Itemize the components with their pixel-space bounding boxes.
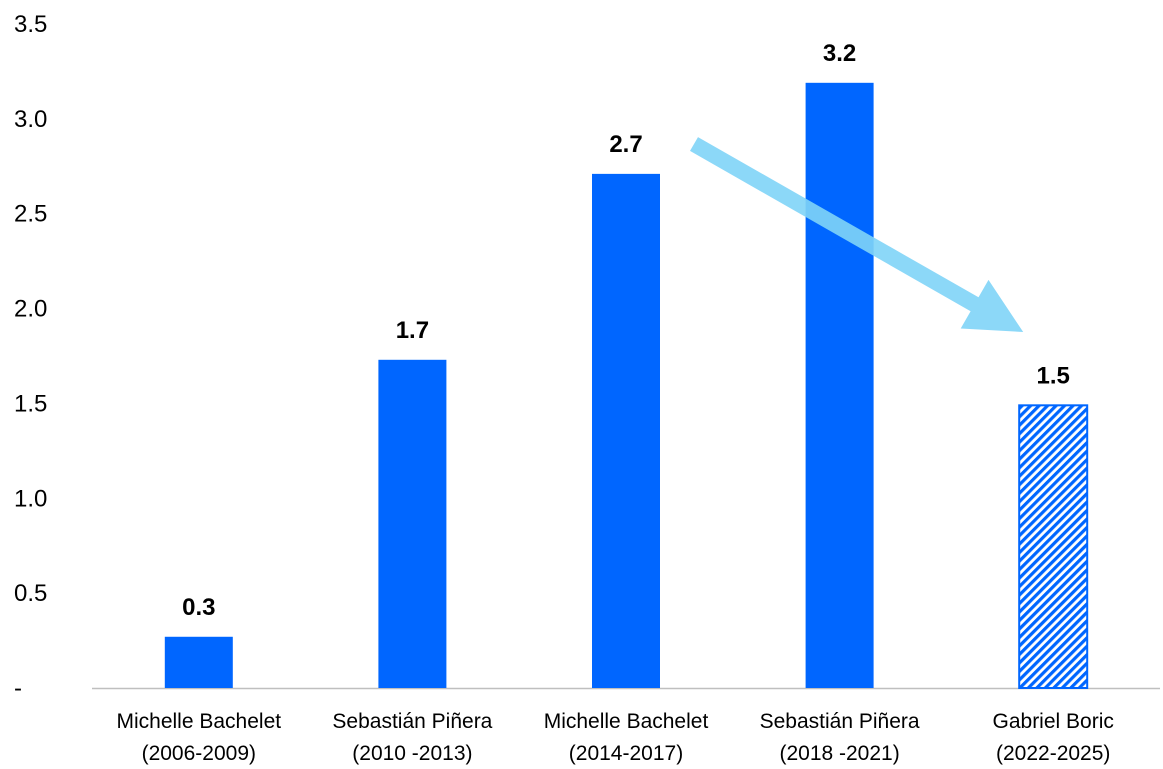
x-tick-label: (2022-2025) xyxy=(996,742,1110,765)
bar xyxy=(592,173,660,689)
trend-arrow xyxy=(690,137,1024,332)
data-label: 1.7 xyxy=(396,317,429,344)
data-label: 3.2 xyxy=(823,40,856,67)
data-label: 2.7 xyxy=(609,131,642,158)
x-tick-label: Gabriel Boric xyxy=(993,710,1114,733)
x-tick-label: (2018 -2021) xyxy=(779,742,899,765)
x-tick-label: Michelle Bachelet xyxy=(544,710,709,733)
y-tick-label: 3.0 xyxy=(14,106,47,133)
bars xyxy=(164,82,1089,689)
x-tick-label: Michelle Bachelet xyxy=(117,710,282,733)
x-tick-label: Sebastián Piñera xyxy=(760,710,920,733)
trend-arrow-shape xyxy=(690,137,1024,332)
y-tick-label: 0.5 xyxy=(14,580,47,607)
y-axis: - 0.5 1.0 1.5 2.0 2.5 3.0 3.5 xyxy=(14,11,47,702)
y-tick-label: 2.0 xyxy=(14,296,47,323)
y-tick-label: 3.5 xyxy=(14,11,47,38)
y-tick-label: 1.0 xyxy=(14,485,47,512)
x-tick-label: (2006-2009) xyxy=(142,742,256,765)
bar xyxy=(378,359,447,688)
y-tick-label: 2.5 xyxy=(14,201,47,228)
x-tick-label: (2010 -2013) xyxy=(352,742,472,765)
bar xyxy=(1018,404,1089,689)
x-axis: Michelle Bachelet (2006-2009) Sebastián Pi… xyxy=(117,710,1114,765)
data-label: 1.5 xyxy=(1037,362,1070,389)
data-labels: 0.3 1.7 2.7 3.2 1.5 xyxy=(182,40,1070,621)
data-label: 0.3 xyxy=(182,594,215,621)
y-tick-label: 1.5 xyxy=(14,390,47,417)
y-tick-label: - xyxy=(14,675,22,702)
x-tick-label: (2014-2017) xyxy=(569,742,683,765)
x-tick-label: Sebastián Piñera xyxy=(332,710,492,733)
bar xyxy=(805,82,874,689)
bar xyxy=(164,636,233,688)
